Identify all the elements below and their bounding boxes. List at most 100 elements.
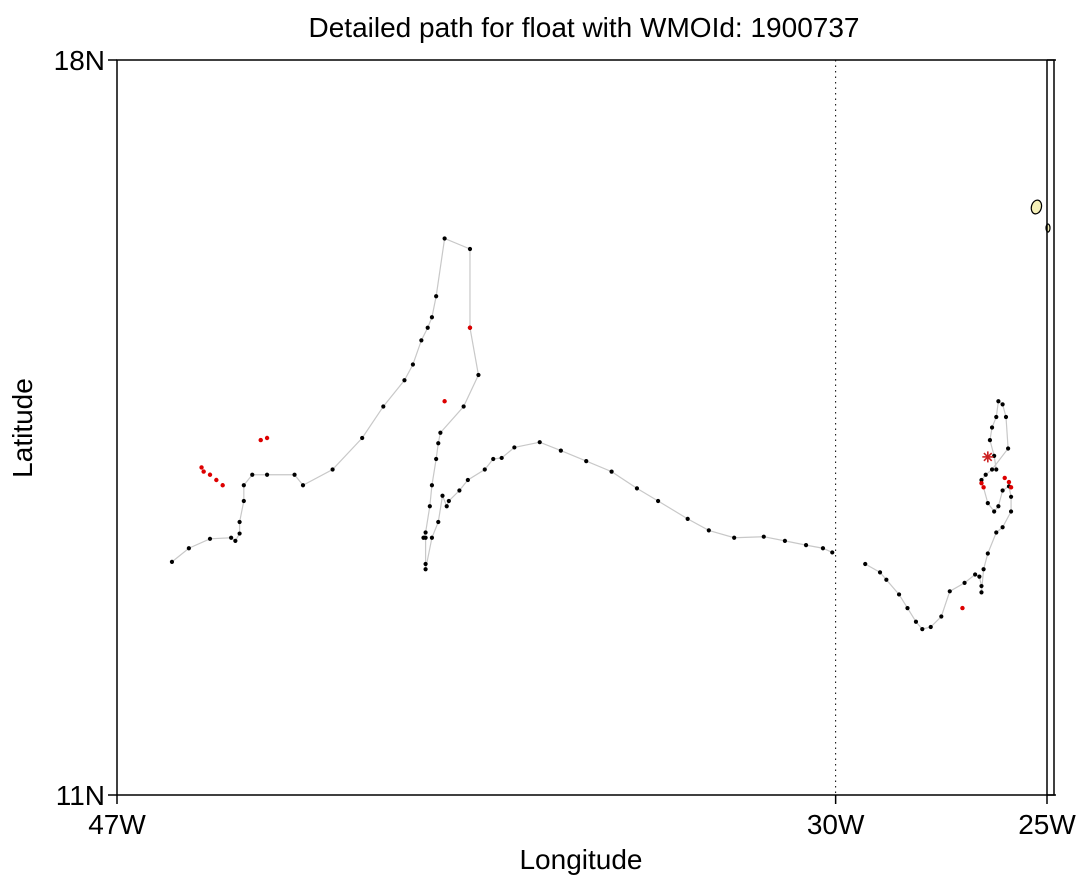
profile-point (436, 441, 441, 446)
y-tick-label: 18N (54, 45, 105, 76)
profile-point (1000, 402, 1005, 407)
highlighted-point (201, 469, 206, 474)
profile-point (436, 519, 441, 525)
profile-point (983, 472, 988, 477)
profile-point (996, 399, 1001, 404)
profile-point (987, 438, 993, 443)
profile-point (996, 504, 1001, 509)
profile-point (237, 519, 242, 525)
y-tick-label: 11N (56, 780, 105, 811)
profile-point (442, 236, 447, 241)
profile-point (761, 534, 766, 539)
profile-point (402, 378, 407, 383)
profile-point (410, 362, 416, 367)
profile-point (920, 627, 925, 632)
profile-point (1008, 509, 1014, 514)
profile-point (429, 535, 435, 540)
profile-point (994, 414, 999, 420)
profile-point (423, 535, 428, 540)
plot-frame (116, 59, 1055, 796)
profile-point (429, 315, 435, 320)
highlighted-point (981, 485, 986, 490)
profile-point (241, 483, 246, 488)
highlighted-point (1006, 479, 1012, 485)
profile-point (913, 619, 919, 624)
chart-title: Detailed path for float with WMOId: 1900… (309, 12, 860, 43)
profile-point (482, 467, 487, 472)
y-axis-label: Latitude (7, 378, 38, 478)
profile-point (429, 483, 435, 488)
profile-point (440, 493, 445, 498)
profile-point (241, 498, 246, 504)
profile-point (427, 504, 432, 509)
profile-point (461, 404, 466, 409)
profile-point (985, 501, 990, 506)
profile-point (292, 472, 297, 477)
profile-point (706, 528, 711, 533)
highlighted-point (467, 325, 473, 330)
highlighted-point (207, 472, 213, 477)
profile-point (732, 535, 737, 540)
highlighted-point (442, 399, 447, 404)
highlighted-point (199, 465, 204, 470)
profile-point (1000, 525, 1005, 530)
profile-point (655, 498, 661, 504)
profile-point (250, 472, 255, 477)
profile-point (884, 577, 889, 582)
profile-point (264, 472, 270, 477)
deployment-star-stroke (983, 452, 993, 462)
profile-point (820, 546, 826, 551)
profile-point (1003, 414, 1009, 420)
profile-point (989, 425, 995, 430)
profile-point (981, 567, 986, 572)
profile-point (423, 530, 428, 535)
profile-point (985, 551, 990, 556)
profile-point (1008, 494, 1014, 499)
profile-point (491, 456, 496, 462)
profile-point (237, 531, 242, 536)
profile-point (467, 246, 473, 252)
profile-point (863, 561, 868, 567)
highlighted-point (960, 605, 965, 611)
profile-point (423, 561, 428, 567)
profile-point (476, 372, 481, 378)
profile-point (444, 504, 449, 509)
profile-point (425, 325, 430, 330)
profile-point (438, 430, 443, 435)
profile-point (584, 459, 589, 464)
deployment-marker (982, 451, 994, 463)
profile-point (207, 536, 213, 541)
highlighted-point (264, 435, 270, 441)
track-segment-0 (171, 237, 833, 570)
profile-point (782, 538, 788, 544)
profile-point (994, 530, 999, 535)
profile-point (434, 294, 439, 299)
highlighted-point (1008, 485, 1014, 490)
profile-point (685, 516, 690, 521)
highlighted-point (979, 480, 984, 486)
profile-point (419, 338, 424, 343)
profile-point (300, 483, 306, 488)
plot-area (116, 59, 1055, 796)
profile-point (992, 509, 997, 514)
profile-point (939, 614, 944, 619)
profile-point (803, 543, 809, 548)
profile-point (457, 488, 462, 493)
highlighted-point (1002, 475, 1007, 481)
profile-point (877, 570, 883, 575)
island-0 (1030, 199, 1043, 215)
x-tick-label: 47W (88, 809, 146, 840)
highlighted-point (220, 483, 225, 488)
profile-point (979, 590, 984, 595)
profile-point (830, 550, 835, 555)
profile-point (994, 467, 999, 472)
highlighted-point (258, 437, 263, 443)
profile-point (423, 567, 428, 572)
profile-point (169, 559, 175, 565)
profile-point (609, 469, 614, 474)
profile-point (979, 583, 984, 589)
x-tick-label: 30W (807, 809, 865, 840)
profile-point (381, 404, 386, 409)
x-axis-label: Longitude (519, 844, 642, 875)
